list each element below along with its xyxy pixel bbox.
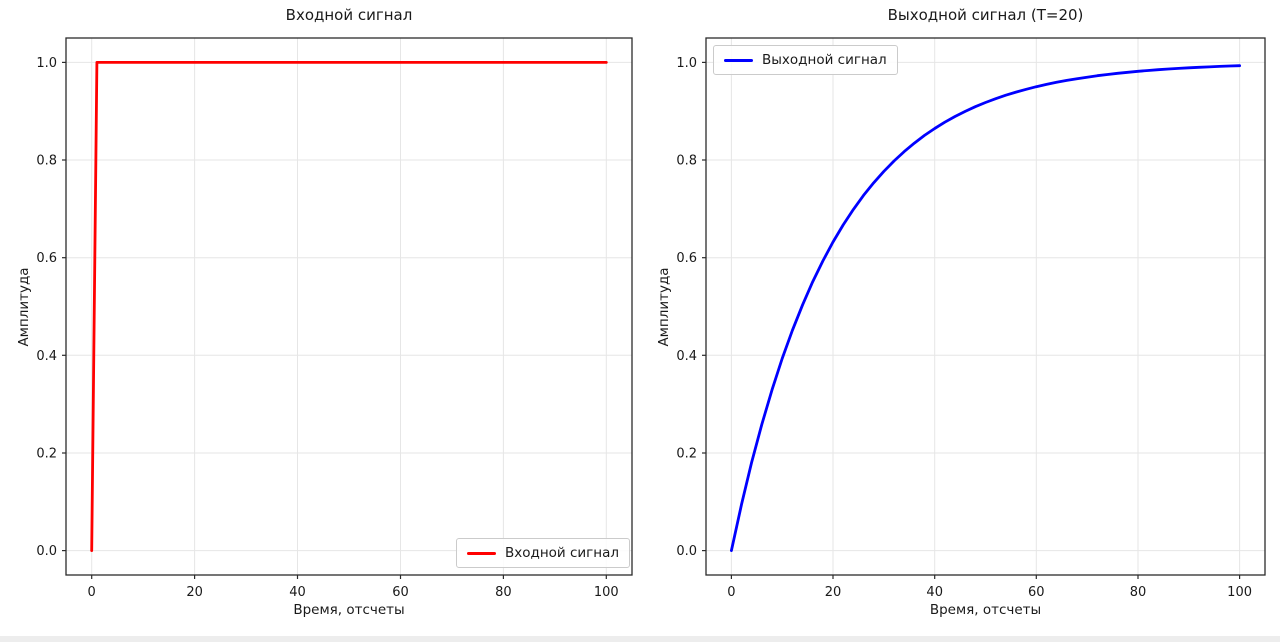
- svg-text:0: 0: [727, 585, 735, 600]
- input-signal-plot: 0 20 40 60 80 100 0.0 0.2 0.4 0.6 0.8 1.0: [36, 37, 633, 600]
- svg-text:1.0: 1.0: [36, 56, 57, 71]
- svg-text:40: 40: [926, 585, 943, 600]
- svg-text:0.6: 0.6: [36, 251, 57, 266]
- svg-text:60: 60: [1028, 585, 1045, 600]
- svg-text:0.0: 0.0: [676, 544, 697, 559]
- y-axis-label: Амплитуда: [656, 266, 672, 347]
- svg-text:100: 100: [594, 585, 619, 600]
- legend-label: Выходной сигнал: [762, 52, 887, 68]
- x-axis-label: Время, отсчеты: [929, 602, 1042, 618]
- chart-title-input: Входной сигнал: [285, 6, 413, 24]
- svg-text:80: 80: [495, 585, 512, 600]
- svg-text:0.4: 0.4: [36, 349, 57, 364]
- chart-title-output: Выходной сигнал (T=20): [887, 6, 1084, 24]
- svg-text:0.8: 0.8: [676, 154, 697, 169]
- output-signal-plot: 0 20 40 60 80 100 0.0 0.2 0.4 0.6 0.8 1.0: [676, 37, 1266, 600]
- svg-text:20: 20: [825, 585, 842, 600]
- legend-input: Входной сигнал: [455, 538, 630, 568]
- y-axis-label: Амплитуда: [16, 266, 32, 347]
- output-signal-chart: Выходной сигнал (T=20) 0 20 40 60 80 100 0.0 0.…: [640, 0, 1280, 642]
- input-signal-chart: Входной сигнал 0 20 40 60 80 100 0.0 0.2 0.4 0.6 0…: [16, 6, 633, 618]
- svg-text:0.8: 0.8: [36, 154, 57, 169]
- legend-label: Входной сигнал: [504, 545, 619, 561]
- svg-text:60: 60: [392, 585, 409, 600]
- svg-text:100: 100: [1227, 585, 1252, 600]
- svg-text:80: 80: [1130, 585, 1147, 600]
- svg-text:0.2: 0.2: [676, 447, 697, 462]
- legend-line-sample-red: [466, 551, 496, 555]
- svg-text:0.2: 0.2: [36, 447, 57, 462]
- legend-output: Выходной сигнал: [713, 45, 898, 75]
- window-bottom-strip: [0, 636, 1280, 642]
- svg-text:0.6: 0.6: [676, 251, 697, 266]
- svg-text:0.4: 0.4: [676, 349, 697, 364]
- svg-text:1.0: 1.0: [676, 56, 697, 71]
- legend-line-sample-blue: [724, 58, 753, 62]
- svg-text:0.0: 0.0: [36, 544, 57, 559]
- svg-text:40: 40: [289, 585, 306, 600]
- svg-text:0: 0: [88, 585, 96, 600]
- svg-text:20: 20: [186, 585, 203, 600]
- x-axis-label: Время, отсчеты: [293, 602, 405, 618]
